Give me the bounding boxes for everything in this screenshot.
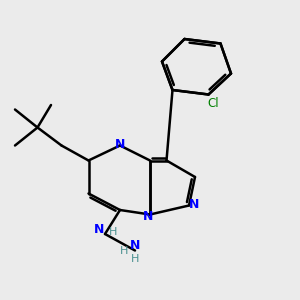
Text: H: H <box>109 226 118 237</box>
Text: N: N <box>143 209 154 223</box>
Text: Cl: Cl <box>207 97 219 110</box>
Text: N: N <box>94 223 104 236</box>
Text: H: H <box>131 254 139 265</box>
Text: N: N <box>130 238 140 252</box>
Text: N: N <box>115 137 125 151</box>
Text: H: H <box>120 245 129 256</box>
Text: N: N <box>189 197 200 211</box>
